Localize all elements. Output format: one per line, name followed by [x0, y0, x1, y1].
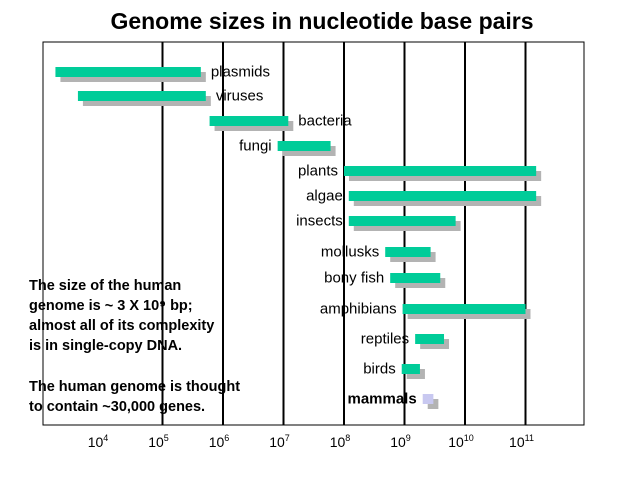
- tick-label-0: 104: [88, 433, 109, 450]
- label-plasmids: plasmids: [211, 64, 270, 81]
- label-bony-fish: bony fish: [324, 270, 384, 287]
- label-reptiles: reptiles: [361, 331, 409, 348]
- tick-label-1: 105: [148, 433, 169, 450]
- bar-plasmids: [55, 67, 201, 77]
- tick-label-5: 109: [390, 433, 411, 450]
- bar-birds: [401, 364, 420, 374]
- label-mollusks: mollusks: [321, 244, 379, 261]
- plot-frame: [42, 41, 585, 426]
- tick-label-3: 107: [269, 433, 290, 450]
- label-mammals: mammals: [347, 391, 416, 408]
- human-genome-size-note: The size of the human genome is ~ 3 X 10…: [29, 278, 215, 354]
- label-birds: birds: [363, 361, 396, 378]
- bar-amphibians: [402, 304, 526, 314]
- bar-viruses: [77, 91, 206, 101]
- bar-algae: [348, 191, 537, 201]
- label-plants: plants: [298, 163, 338, 180]
- label-fungi: fungi: [239, 138, 272, 155]
- bar-plants: [344, 166, 537, 176]
- bar-mollusks: [385, 247, 431, 257]
- label-viruses: viruses: [216, 88, 264, 105]
- tick-label-4: 108: [330, 433, 351, 450]
- bar-mammals: [422, 394, 434, 404]
- human-gene-count-note: The human genome is thought to contain ~…: [29, 379, 241, 415]
- bar-reptiles: [415, 334, 445, 344]
- label-insects: insects: [296, 213, 343, 230]
- label-amphibians: amphibians: [320, 301, 397, 318]
- bar-fungi: [277, 141, 331, 151]
- tick-label-6: 1010: [448, 433, 474, 450]
- tick-label-7: 1011: [509, 433, 534, 450]
- chart-title: Genome sizes in nucleotide base pairs: [110, 8, 533, 34]
- label-algae: algae: [306, 188, 343, 205]
- tick-label-2: 106: [209, 433, 230, 450]
- x-axis-ticks: 104 105 106 107 108 109 1010 1011: [88, 433, 534, 450]
- range-bars: [55, 67, 537, 404]
- bar-bony-fish: [390, 273, 441, 283]
- category-labels: plasmids viruses bacteria fungi plants algae i…: [211, 64, 417, 408]
- label-bacteria: bacteria: [298, 113, 352, 130]
- bar-insects: [348, 216, 456, 226]
- bar-bacteria: [209, 116, 289, 126]
